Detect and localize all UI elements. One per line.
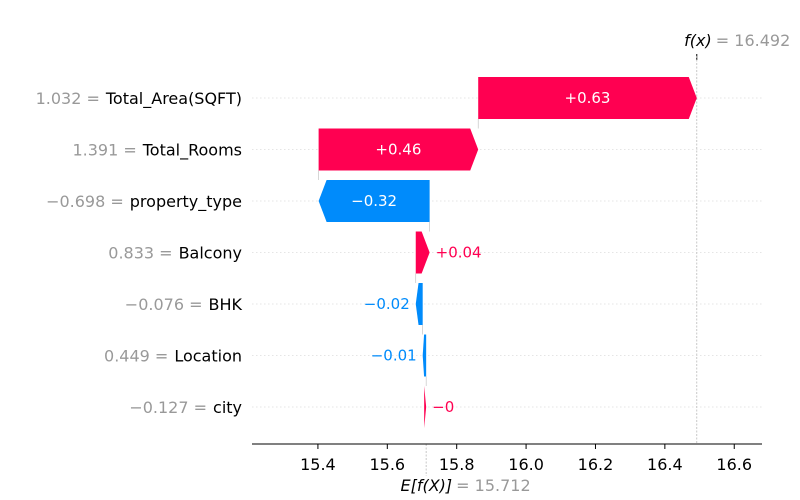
bar-value-label: +0.04 xyxy=(436,244,482,262)
contribution-bar xyxy=(318,128,479,171)
x-axis-ticks: 15.4 15.6 15.8 16.0 16.2 16.4 16.6 xyxy=(300,444,752,474)
bar-value-label: +0.46 xyxy=(375,141,421,159)
feature-name: property_type xyxy=(130,192,242,212)
feature-labels: 1.032 = Total_Area(SQFT) +0.63 1.391 = Total… xyxy=(36,89,611,417)
final-value-number: = 16.492 xyxy=(716,31,790,50)
base-value-label: E[f(X)] xyxy=(400,476,452,495)
feature-value: −0.698 = xyxy=(46,192,124,211)
contribution-bar xyxy=(318,180,430,222)
x-tick-label: 16.4 xyxy=(647,455,683,474)
feature-name: Total_Area(SQFT) xyxy=(105,89,242,109)
contribution-bar xyxy=(422,334,427,377)
feature-name: BHK xyxy=(209,295,243,314)
bar-value-label: −0.02 xyxy=(364,295,410,313)
x-tick-label: 15.6 xyxy=(369,455,405,474)
contribution-bar xyxy=(478,77,697,119)
base-value-number: = 15.712 xyxy=(456,476,530,495)
contribution-bar xyxy=(424,386,427,428)
feature-value: 0.833 = xyxy=(108,244,172,263)
bar-value-label: −0 xyxy=(432,398,454,416)
bar-value-label: +0.63 xyxy=(565,89,611,107)
bar-value-label: −0.01 xyxy=(371,347,417,365)
x-tick-label: 16.0 xyxy=(508,455,544,474)
feature-name: Balcony xyxy=(179,244,242,263)
x-tick-label: 15.8 xyxy=(439,455,475,474)
feature-name: city xyxy=(213,398,242,417)
final-value-label: f(x) xyxy=(684,31,712,50)
feature-name: Location xyxy=(174,347,242,366)
feature-name: Total_Rooms xyxy=(142,141,242,161)
bar-value-label: −0.32 xyxy=(351,192,397,210)
bars xyxy=(318,77,697,428)
contribution-bar xyxy=(415,283,423,325)
feature-value: 1.391 = xyxy=(72,141,136,160)
x-tick-label: 15.4 xyxy=(300,455,336,474)
feature-value: 1.032 = xyxy=(36,89,100,108)
x-tick-label: 16.6 xyxy=(716,455,752,474)
feature-value: 0.449 = xyxy=(104,347,168,366)
feature-value: −0.076 = xyxy=(125,295,203,314)
contribution-bar xyxy=(415,231,430,274)
x-tick-label: 16.2 xyxy=(578,455,614,474)
feature-value: −0.127 = xyxy=(129,398,207,417)
